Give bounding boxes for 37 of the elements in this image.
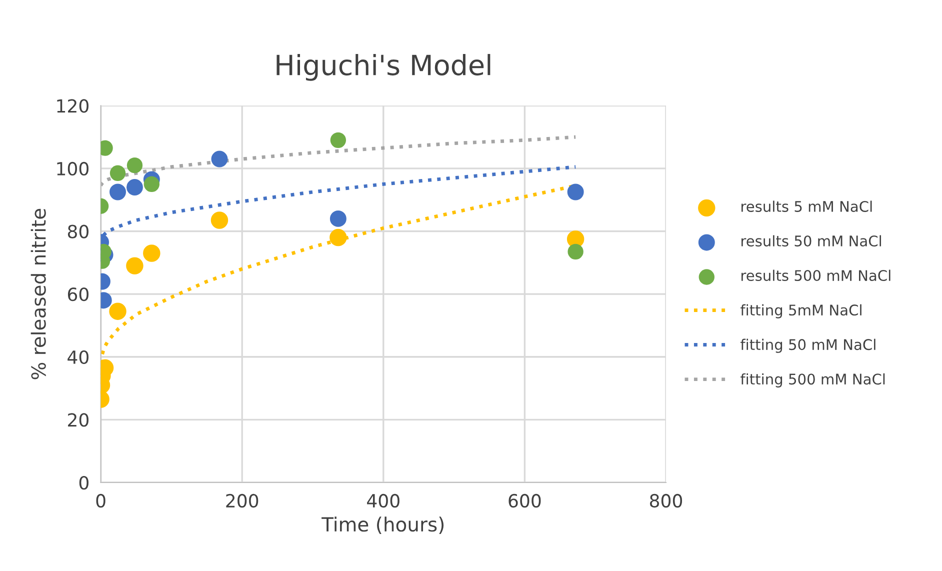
point: [330, 228, 347, 246]
point: [210, 212, 228, 229]
point: [330, 210, 346, 227]
line-series: [100, 135, 578, 188]
legend-label: fitting 500 mM NaCl: [740, 373, 885, 388]
legend-label: results 50 mM NaCl: [742, 235, 881, 246]
legend-label: fitting 50 mM NaCl: [740, 338, 876, 353]
y-tick-label: 20: [68, 413, 88, 427]
y-tick-label: 40: [68, 350, 88, 364]
point: [110, 165, 126, 181]
y-tick-label: 120: [57, 99, 88, 113]
chart-title: Higuchi's Model: [276, 54, 490, 81]
legend-label: fitting 5mM NaCl: [740, 304, 862, 318]
x-tick-label: 800: [650, 494, 682, 508]
y-axis-title: % released nitrite: [30, 208, 46, 380]
y-tick-label: 100: [57, 162, 88, 176]
point: [568, 244, 584, 260]
point: [126, 257, 144, 274]
x-tick-label: 200: [226, 494, 258, 508]
point: [110, 184, 126, 200]
x-tick-label: 600: [508, 494, 541, 508]
point: [211, 150, 228, 168]
point: [126, 157, 143, 174]
point: [109, 302, 126, 320]
point: [330, 132, 346, 148]
x-tick-label: 0: [96, 494, 106, 508]
point: [144, 176, 160, 192]
point: [143, 244, 160, 262]
y-tick-label: 80: [68, 224, 88, 238]
point: [126, 179, 143, 196]
legend-label: results 500 mM NaCl: [742, 270, 890, 282]
point: [567, 184, 584, 200]
x-tick-label: 400: [367, 494, 400, 508]
y-tick-label: 0: [79, 476, 88, 490]
y-tick-label: 60: [68, 288, 88, 302]
x-axis-title: Time (hours): [322, 516, 444, 534]
legend-label: results 5 mM NaCl: [742, 200, 872, 212]
